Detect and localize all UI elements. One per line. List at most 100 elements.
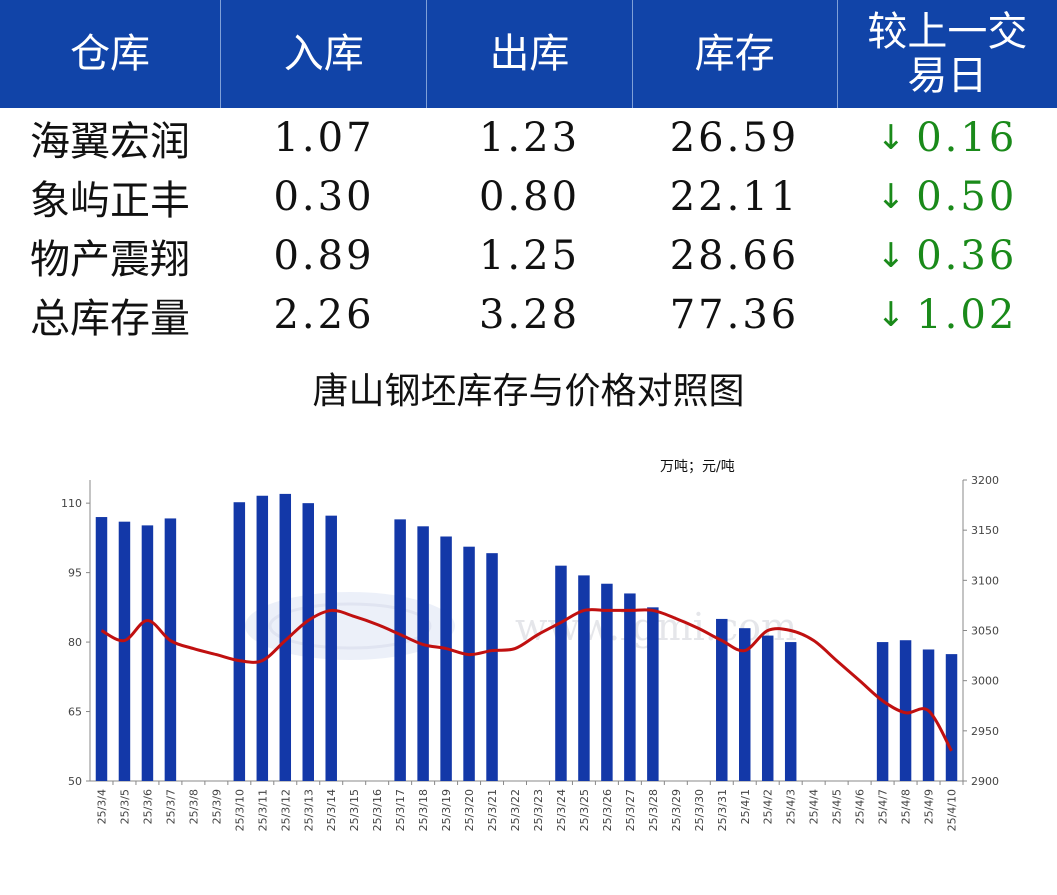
warehouse-table: 仓库 入库 出库 库存 较上一交易日 海翼宏润 1.07 1.23 26.59 ↓ 0.1… [0,0,1057,344]
bar [555,565,567,781]
x-tick-label: 25/4/7 [877,789,890,824]
header-inbound: 入库 [221,0,428,108]
change-value: 0.50 [916,173,1018,220]
x-tick-label: 25/4/1 [739,789,752,824]
x-tick-label: 25/3/23 [532,789,545,831]
change-value: 0.36 [916,232,1018,279]
y-left-tick-label: 80 [68,636,82,649]
x-tick-label: 25/3/5 [118,789,131,824]
outbound-value: 3.28 [478,291,581,338]
x-tick-label: 25/3/13 [302,789,315,831]
bar [141,525,154,781]
x-tick-label: 25/4/5 [831,789,844,824]
x-tick-label: 25/3/15 [348,789,361,831]
x-tick-label: 25/3/20 [463,789,476,831]
bar [440,536,452,781]
x-tick-label: 25/3/16 [371,789,384,831]
x-tick-label: 25/3/10 [233,789,246,831]
x-tick-label: 25/4/6 [854,789,867,824]
x-tick-label: 25/3/22 [509,789,522,831]
down-arrow-icon: ↓ [876,235,909,276]
x-tick-label: 25/3/4 [95,789,108,824]
bar [486,553,498,781]
y-left-tick-label: 65 [68,706,82,719]
stock-value: 77.36 [669,291,800,338]
inbound-value: 0.89 [273,232,375,279]
x-tick-label: 25/3/18 [417,789,430,831]
bar [899,640,912,781]
x-tick-label: 25/3/17 [394,789,407,831]
table-body: 海翼宏润 1.07 1.23 26.59 ↓ 0.16 象屿正丰 0.30 0.80 22.11 ↓… [0,108,1057,344]
header-outbound: 出库 [427,0,633,108]
x-tick-label: 25/3/12 [279,789,292,831]
stock-value: 22.11 [669,173,800,220]
y-right-tick-label: 2900 [971,775,999,788]
x-tick-label: 25/4/2 [762,789,775,824]
y-right-tick-label: 3100 [971,574,999,587]
change-value: 1.02 [916,291,1018,338]
x-tick-label: 25/3/6 [141,789,154,824]
x-tick-label: 25/3/8 [187,789,200,824]
bar [256,495,269,781]
x-tick-label: 25/4/3 [785,789,798,824]
y-right-tick-label: 2950 [971,725,999,738]
bar [95,517,108,781]
bar [945,654,958,781]
bar [716,618,728,781]
header-warehouse: 仓库 [0,0,222,108]
stock-value: 26.59 [669,114,800,161]
bar [601,583,613,781]
table-row: 象屿正丰 0.30 0.80 22.11 ↓ 0.50 [0,167,1057,226]
stock-value: 28.66 [669,232,800,279]
bar [876,642,889,781]
x-tick-label: 25/3/27 [624,789,637,831]
bar [164,518,177,781]
header-change: 较上一交易日 [867,9,1028,99]
y-right-tick-label: 3150 [971,524,999,537]
y-right-tick-label: 3200 [971,474,999,487]
x-tick-label: 25/3/28 [647,789,660,831]
x-tick-label: 25/3/30 [693,789,706,831]
bar [739,628,751,781]
outbound-value: 1.25 [478,232,581,279]
table-row: 总库存量 2.26 3.28 77.36 ↓ 1.02 [0,285,1057,344]
x-tick-label: 25/4/9 [923,789,936,824]
warehouse-name: 海翼宏润 [30,118,190,165]
bar [784,642,797,781]
y-left-tick-label: 50 [68,775,82,788]
bar [624,593,636,781]
change-cell: ↓ 0.36 [837,233,1057,279]
outbound-value: 1.23 [478,114,581,161]
table-row: 海翼宏润 1.07 1.23 26.59 ↓ 0.16 [0,108,1057,167]
x-tick-label: 25/4/4 [808,789,821,824]
outbound-value: 0.80 [478,173,581,220]
inbound-value: 1.07 [273,114,375,161]
chart-title: 唐山钢坯库存与价格对照图 [312,371,745,412]
bar [647,607,659,781]
x-tick-label: 25/3/26 [601,789,614,831]
bar [325,515,337,781]
bar [302,503,314,781]
warehouse-name: 总库存量 [30,295,190,342]
bar [463,546,475,781]
table-row: 物产震翔 0.89 1.25 28.66 ↓ 0.36 [0,226,1057,285]
y-left-tick-label: 110 [61,497,82,510]
x-tick-label: 25/3/7 [164,789,177,824]
bar [761,635,774,781]
bar [417,526,429,781]
change-cell: ↓ 1.02 [837,292,1057,338]
change-value: 0.16 [916,114,1018,161]
change-cell: ↓ 0.50 [837,174,1057,220]
y-left-tick-label: 95 [68,567,82,580]
change-cell: ↓ 0.16 [837,115,1057,161]
inbound-value: 0.30 [273,173,375,220]
down-arrow-icon: ↓ [876,294,909,335]
warehouse-name: 象屿正丰 [30,177,190,224]
x-tick-label: 25/3/25 [578,789,591,831]
bar [279,493,292,781]
y-right-tick-label: 3000 [971,675,999,688]
bar [118,521,131,781]
bar [578,575,590,781]
y-right-tick-label: 3050 [971,625,999,638]
